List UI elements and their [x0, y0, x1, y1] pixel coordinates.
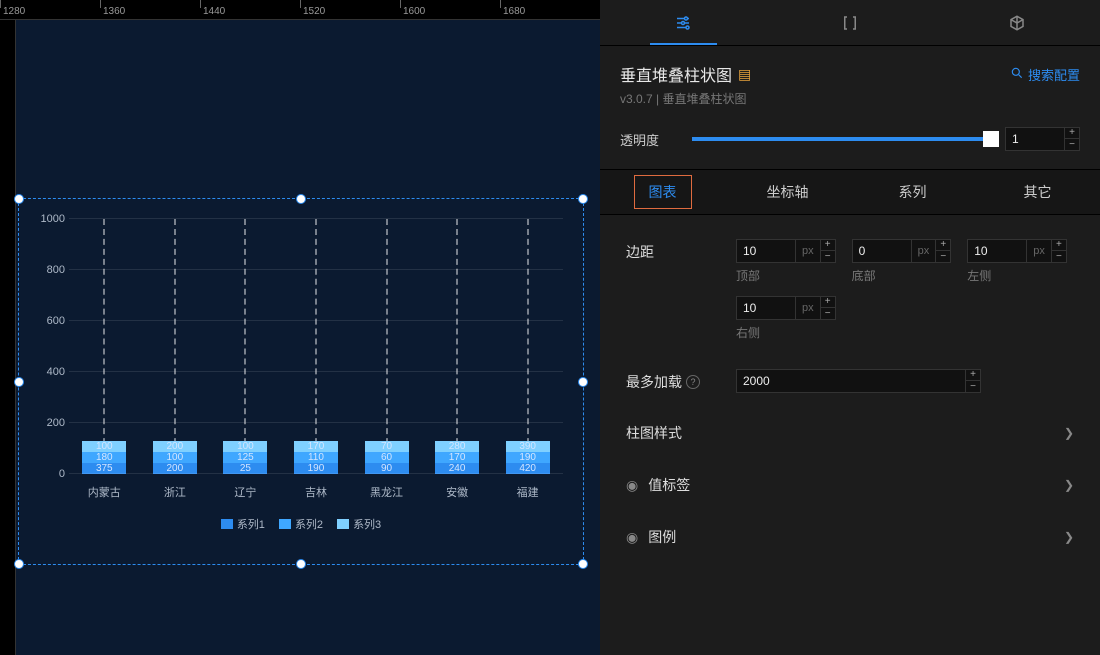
- ruler-vertical: [0, 20, 16, 655]
- margin-top-input[interactable]: [736, 239, 796, 263]
- max-load-row: 最多加载? +−: [600, 355, 1100, 407]
- section-legend[interactable]: ◉图例 ❯: [600, 511, 1100, 563]
- help-icon[interactable]: ?: [686, 375, 700, 389]
- margin-right-input[interactable]: [736, 296, 796, 320]
- opacity-row: 透明度 +−: [600, 115, 1100, 169]
- search-config-button[interactable]: 搜索配置: [1010, 65, 1080, 84]
- selection-box[interactable]: 375180100内蒙古200100200浙江25125100辽宁1901101…: [18, 198, 584, 565]
- chevron-right-icon: ❯: [1064, 530, 1074, 544]
- eye-icon[interactable]: ◉: [626, 529, 638, 546]
- margin-top-spinner[interactable]: +−: [821, 239, 836, 263]
- panel-subtitle: v3.0.7 | 垂直堆叠柱状图: [620, 90, 1080, 107]
- margin-bottom-input[interactable]: [852, 239, 912, 263]
- stacked-bar-chart: 375180100内蒙古200100200浙江25125100辽宁1901101…: [29, 209, 573, 554]
- margin-left-input[interactable]: [967, 239, 1027, 263]
- sliders-icon: [674, 14, 692, 32]
- search-config-label: 搜索配置: [1028, 65, 1080, 84]
- section-value-label[interactable]: ◉值标签 ❯: [600, 459, 1100, 511]
- property-panel: 垂直堆叠柱状图 ▤ 搜索配置 v3.0.7 | 垂直堆叠柱状图 透明度 +−: [600, 0, 1100, 655]
- opacity-input[interactable]: [1005, 127, 1065, 151]
- resize-handle-bl[interactable]: [14, 559, 24, 569]
- sub-tab-1[interactable]: 坐标轴: [725, 170, 850, 214]
- resize-handle-tr[interactable]: [578, 194, 588, 204]
- resize-handle-br[interactable]: [578, 559, 588, 569]
- sub-tab-0[interactable]: 图表: [600, 170, 725, 214]
- eye-icon[interactable]: ◉: [626, 477, 638, 494]
- tab-data[interactable]: [933, 0, 1100, 45]
- margin-right-spinner[interactable]: +−: [821, 296, 836, 320]
- margin-row: 边距 px+− 顶部 px+− 底部 px+− 左侧 px+: [600, 225, 1100, 355]
- opacity-slider[interactable]: [692, 137, 991, 141]
- tab-layout[interactable]: [767, 0, 934, 45]
- chevron-right-icon: ❯: [1064, 426, 1074, 440]
- section-bar-style[interactable]: 柱图样式 ❯: [600, 407, 1100, 459]
- margin-left-spinner[interactable]: +−: [1052, 239, 1067, 263]
- slider-thumb[interactable]: [983, 131, 999, 147]
- doc-icon[interactable]: ▤: [738, 66, 751, 83]
- resize-handle-bm[interactable]: [296, 559, 306, 569]
- ruler-horizontal: 128013601440152016001680: [0, 0, 600, 20]
- sub-tab-2[interactable]: 系列: [850, 170, 975, 214]
- chart-legend: 系列1系列2系列3: [29, 516, 573, 532]
- panel-title: 垂直堆叠柱状图 ▤: [620, 62, 751, 86]
- resize-handle-ml[interactable]: [14, 377, 24, 387]
- sub-tab-3[interactable]: 其它: [975, 170, 1100, 214]
- max-load-label: 最多加载?: [626, 369, 736, 392]
- cube-icon: [1008, 14, 1026, 32]
- panel-tabs-top: [600, 0, 1100, 46]
- chevron-right-icon: ❯: [1064, 478, 1074, 492]
- max-load-spinner[interactable]: +−: [966, 369, 981, 393]
- search-icon: [1010, 66, 1024, 83]
- tab-style[interactable]: [600, 0, 767, 45]
- sub-tabs: 图表坐标轴系列其它: [600, 169, 1100, 215]
- max-load-input[interactable]: [736, 369, 966, 393]
- margin-label: 边距: [626, 239, 736, 262]
- resize-handle-mr[interactable]: [578, 377, 588, 387]
- resize-handle-tl[interactable]: [14, 194, 24, 204]
- opacity-spinner[interactable]: +−: [1065, 127, 1080, 151]
- canvas-area[interactable]: 128013601440152016001680 375180100内蒙古200…: [0, 0, 600, 655]
- canvas-inner[interactable]: 375180100内蒙古200100200浙江25125100辽宁1901101…: [16, 20, 600, 655]
- panel-title-text: 垂直堆叠柱状图: [620, 62, 732, 86]
- opacity-label: 透明度: [620, 130, 678, 149]
- brackets-icon: [841, 14, 859, 32]
- resize-handle-tm[interactable]: [296, 194, 306, 204]
- margin-bottom-spinner[interactable]: +−: [936, 239, 951, 263]
